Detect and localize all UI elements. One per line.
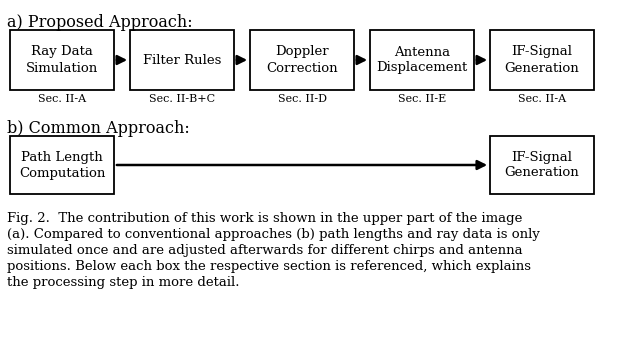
Bar [10, 136, 114, 194]
Text: Sec. II-A: Sec. II-A [38, 94, 86, 104]
Text: Fig. 2.  The contribution of this work is shown in the upper part of the image: Fig. 2. The contribution of this work is… [7, 212, 522, 225]
Text: Filter Rules: Filter Rules [143, 53, 221, 67]
Text: Path Length
Computation: Path Length Computation [19, 150, 105, 179]
Text: Doppler
Correction: Doppler Correction [266, 45, 338, 74]
Text: Sec. II-E: Sec. II-E [398, 94, 446, 104]
Text: the processing step in more detail.: the processing step in more detail. [7, 276, 239, 289]
Text: IF-Signal
Generation: IF-Signal Generation [504, 45, 579, 74]
Text: Ray Data
Simulation: Ray Data Simulation [26, 45, 98, 74]
Bar [490, 30, 594, 90]
Text: (a). Compared to conventional approaches (b) path lengths and ray data is only: (a). Compared to conventional approaches… [7, 228, 540, 241]
Bar [370, 30, 474, 90]
Text: b) Common Approach:: b) Common Approach: [7, 120, 189, 137]
Text: IF-Signal
Generation: IF-Signal Generation [504, 150, 579, 179]
Bar [490, 136, 594, 194]
Text: positions. Below each box the respective section is referenced, which explains: positions. Below each box the respective… [7, 260, 531, 273]
Bar [250, 30, 354, 90]
Bar [130, 30, 234, 90]
Text: Sec. II-A: Sec. II-A [518, 94, 566, 104]
Bar [10, 30, 114, 90]
Text: Sec. II-D: Sec. II-D [278, 94, 326, 104]
Text: a) Proposed Approach:: a) Proposed Approach: [7, 14, 193, 31]
Text: simulated once and are adjusted afterwards for different chirps and antenna: simulated once and are adjusted afterwar… [7, 244, 523, 257]
Text: Antenna
Displacement: Antenna Displacement [376, 45, 468, 74]
Text: Sec. II-B+C: Sec. II-B+C [149, 94, 215, 104]
